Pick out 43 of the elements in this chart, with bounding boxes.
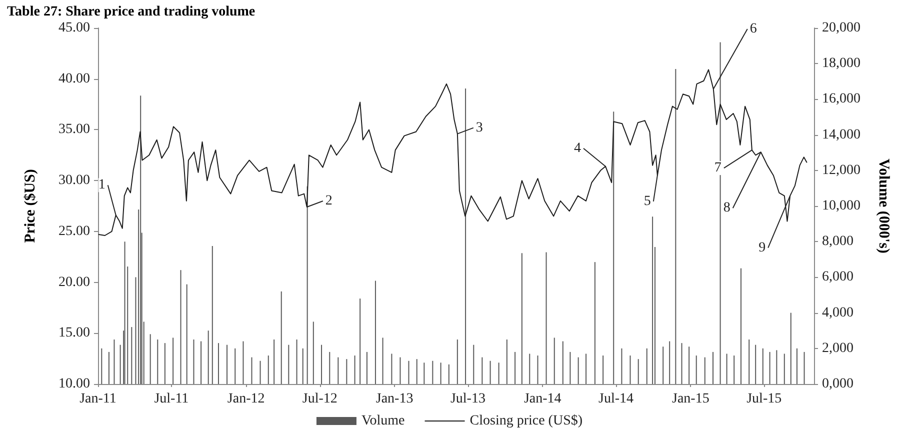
y-tick-label: 35.00 bbox=[58, 122, 90, 138]
x-tick-label: Jan-11 bbox=[80, 392, 116, 406]
y2-tick-label: 20,000 bbox=[822, 20, 860, 36]
x-tick-label: Jan-14 bbox=[524, 392, 562, 406]
x-tick-label: Jul-11 bbox=[154, 392, 189, 406]
annotation: 2 bbox=[325, 194, 332, 209]
y-tick-label: 30.00 bbox=[58, 173, 90, 188]
annotation: 5 bbox=[644, 194, 651, 209]
y-axis-title: Price ($US) bbox=[22, 169, 38, 243]
annotation: 4 bbox=[574, 140, 581, 156]
annotation: 3 bbox=[476, 120, 483, 136]
x-tick-label: Jan-15 bbox=[672, 392, 710, 406]
x-tick-label: Jan-12 bbox=[227, 392, 265, 406]
y2-tick-label: 10,000 bbox=[822, 198, 860, 214]
x-tick-label: Jul-15 bbox=[746, 392, 782, 406]
y2-tick-label: 6,000 bbox=[822, 270, 854, 285]
y-tick-label: 45.00 bbox=[58, 20, 90, 36]
y2-tick-label: 2,000 bbox=[822, 340, 854, 356]
y2-tick-label: 0,000 bbox=[822, 376, 854, 392]
y2-tick-label: 4,000 bbox=[822, 305, 854, 320]
y-tick-label: 10.00 bbox=[58, 376, 90, 392]
y2-tick-label: 16,000 bbox=[822, 92, 860, 107]
annotation: 7 bbox=[714, 160, 722, 176]
x-tick-label: Jul-12 bbox=[302, 392, 338, 406]
y-tick-label: 20.00 bbox=[58, 274, 90, 290]
legend-label: Volume bbox=[361, 414, 405, 428]
y2-axis-title: Volume (000's) bbox=[876, 158, 892, 254]
annotation: 6 bbox=[750, 22, 757, 37]
x-tick-label: Jul-13 bbox=[450, 392, 486, 406]
y2-tick-label: 8,000 bbox=[822, 234, 854, 250]
annotation: 1 bbox=[98, 178, 106, 193]
y2-tick-label: 12,000 bbox=[822, 162, 860, 178]
chart-title: Table 27: Share price and trading volume bbox=[7, 4, 256, 20]
y2-tick-label: 18,000 bbox=[822, 56, 860, 72]
y-tick-label: 15.00 bbox=[58, 326, 90, 341]
y2-tick-label: 14,000 bbox=[822, 127, 860, 142]
annotation: 9 bbox=[758, 240, 766, 256]
x-tick-label: Jul-14 bbox=[598, 392, 634, 406]
legend-label: Closing price (US$) bbox=[470, 414, 583, 428]
annotation: 8 bbox=[723, 200, 730, 216]
x-tick-label: Jan-13 bbox=[376, 392, 414, 406]
y-tick-label: 40.00 bbox=[58, 71, 90, 86]
y-tick-label: 25.00 bbox=[58, 224, 90, 239]
